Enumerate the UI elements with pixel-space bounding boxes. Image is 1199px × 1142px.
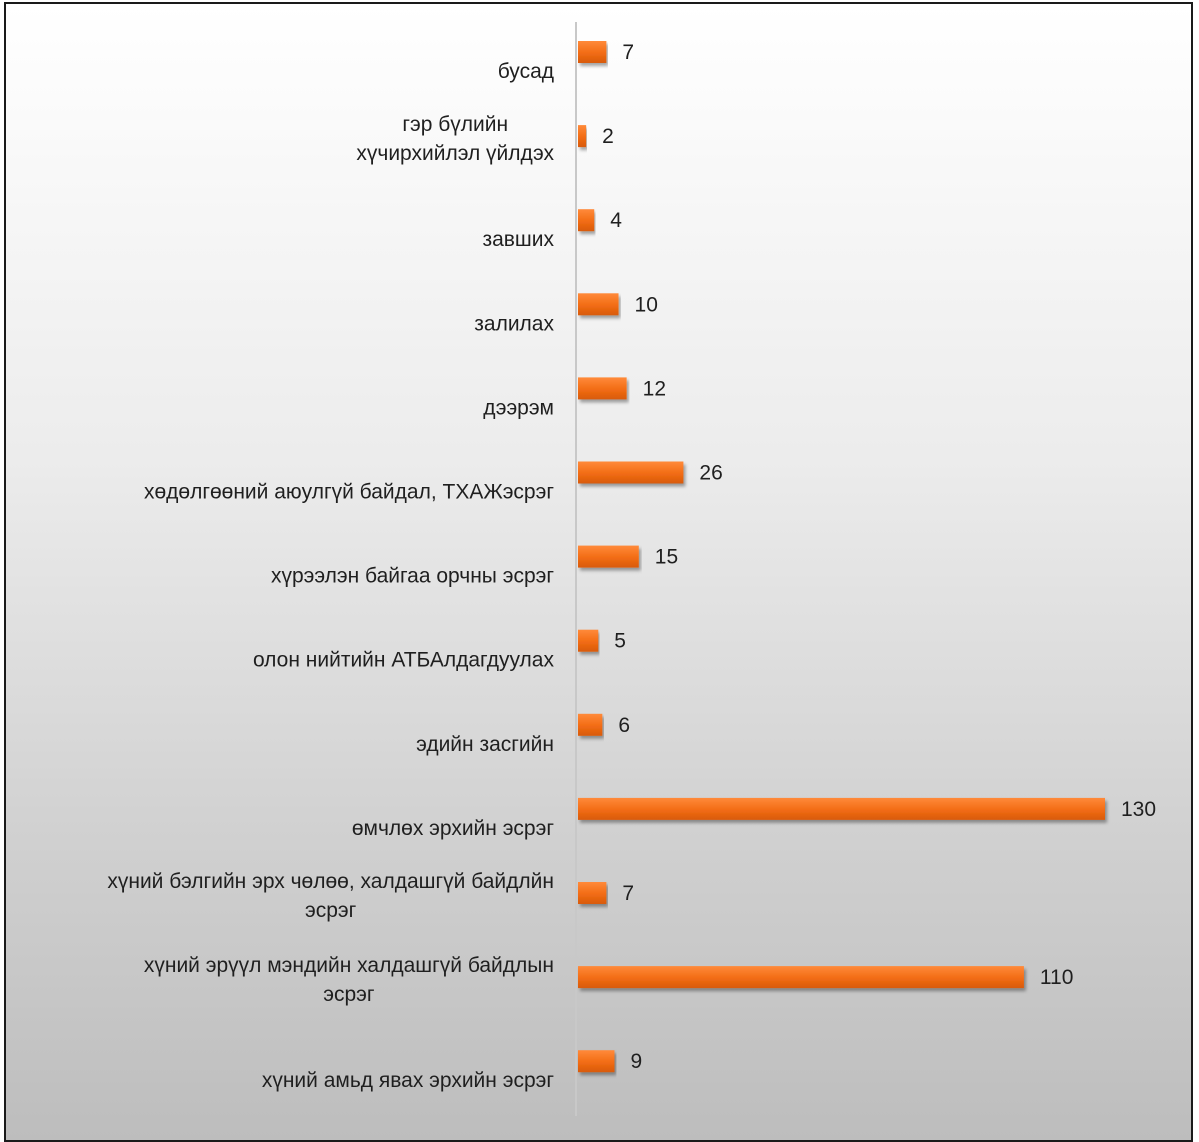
bar-9 [578,797,1105,820]
category-label-11: хүний эрүүл мэндийн халдашгүй байдлын эср… [144,954,554,1006]
bar-1 [578,125,587,148]
category-label-line: хүчирхийлэл үйлдэх [356,142,554,165]
category-label-9: өмчлөх эрхийн эсрэг [352,817,554,840]
bars-layer: 7 бусад 2 гэр бүлийн хүчирхийлэл үйлдэх 4 завш… [107,41,1156,1092]
category-label-line: завших [482,228,554,251]
value-label-5: 26 [699,462,722,485]
bar-5 [578,461,684,484]
value-label-2: 4 [610,209,622,232]
category-label-10: хүний бэлгийн эрх чөлөө, халдашгүй байдл… [107,870,554,922]
category-label-line: өмчлөх эрхийн эсрэг [352,817,554,840]
value-label-1: 2 [602,125,614,148]
category-label-line: хүний эрүүл мэндийн халдашгүй байдлын [144,954,554,977]
value-label-9: 130 [1121,798,1156,821]
category-label-line: хүний амьд явах эрхийн эсрэг [262,1069,555,1092]
value-label-8: 6 [618,714,630,737]
chart-frame: 7 бусад 2 гэр бүлийн хүчирхийлэл үйлдэх 4 завш… [4,2,1193,1142]
category-label-1: гэр бүлийн хүчирхийлэл үйлдэх [356,113,554,165]
category-label-6: хүрээлэн байгаа орчны эсрэг [271,565,554,588]
bar-7 [578,629,599,652]
value-label-6: 15 [655,546,678,569]
value-label-11: 110 [1040,966,1073,989]
bar-12 [578,1050,615,1073]
value-label-12: 9 [630,1050,642,1073]
bar-2 [578,209,595,232]
category-label-line: гэр бүлийн [402,113,508,136]
category-label-line: эдийн засгийн [416,733,554,756]
category-label-line: бусад [498,60,554,83]
category-label-line: дээрэм [483,396,554,419]
category-label-12: хүний амьд явах эрхийн эсрэг [262,1069,555,1092]
bar-6 [578,545,639,568]
value-label-7: 5 [614,630,626,653]
category-label-8: эдийн засгийн [416,733,554,756]
value-label-10: 7 [622,882,634,905]
category-label-0: бусад [498,60,554,83]
bar-4 [578,377,627,400]
category-label-4: дээрэм [483,396,554,419]
category-label-line: хүний бэлгийн эрх чөлөө, халдашгүй байдл… [107,870,554,893]
bar-8 [578,713,603,736]
category-label-3: залилах [474,312,554,335]
bar-11 [578,966,1024,989]
value-label-3: 10 [635,293,658,316]
category-label-2: завших [482,228,554,251]
value-label-4: 12 [643,377,666,400]
bar-chart: 7 бусад 2 гэр бүлийн хүчирхийлэл үйлдэх 4 завш… [107,22,1156,1116]
category-label-line: хөдөлгөөний аюулгүй байдал, ТХАЖэсрэг [144,481,554,504]
bar-3 [578,293,619,316]
bar-0 [578,41,607,63]
bar-10 [578,882,607,904]
category-label-line: эсрэг [305,899,357,922]
category-label-7: олон нийтийн АТБАлдагдуулах [253,649,555,672]
category-label-line: олон нийтийн АТБАлдагдуулах [253,649,555,672]
category-label-line: хүрээлэн байгаа орчны эсрэг [271,565,554,588]
category-label-5: хөдөлгөөний аюулгүй байдал, ТХАЖэсрэг [144,481,554,504]
value-label-0: 7 [622,41,634,64]
category-label-line: залилах [474,312,554,335]
category-label-line: эсрэг [323,983,375,1006]
